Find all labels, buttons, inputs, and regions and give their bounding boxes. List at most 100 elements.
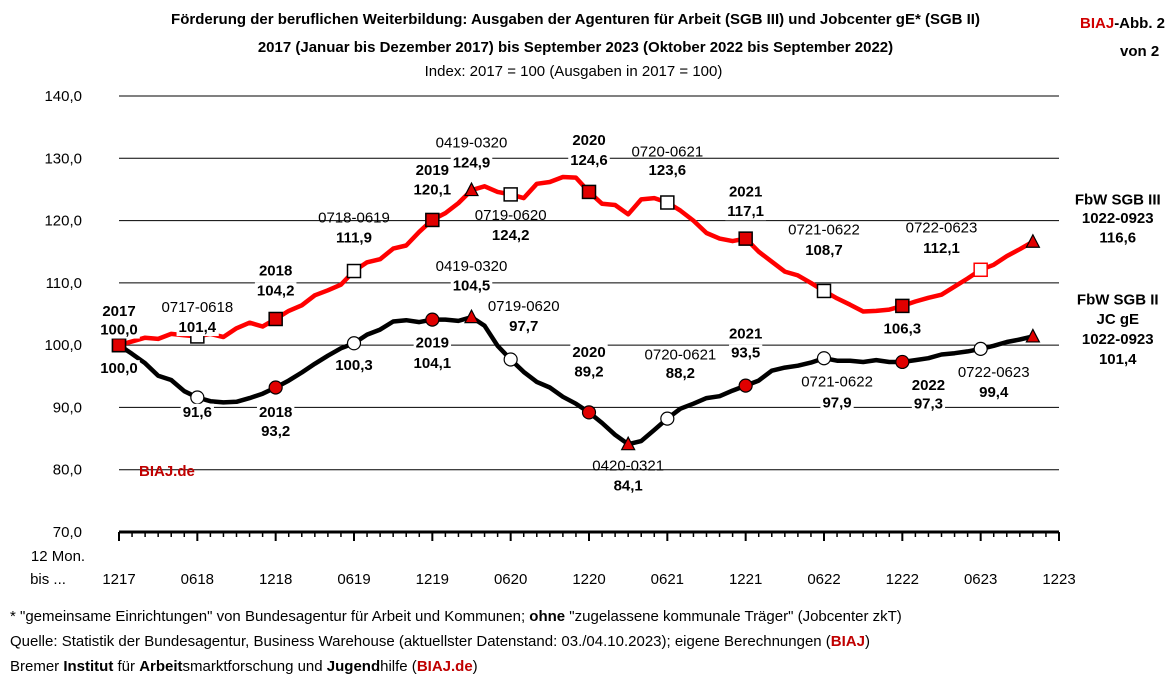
footnote-text-c: "zugelassene kommunale Träger" (Jobcente… xyxy=(565,608,902,625)
data-label-bg xyxy=(570,343,608,361)
data-label: 106,3 xyxy=(884,320,922,337)
y-tick-label: 100,0 xyxy=(44,337,82,354)
data-label: 2019 xyxy=(416,335,449,352)
data-label-bg xyxy=(334,229,374,247)
data-label-bg xyxy=(98,360,140,378)
data-label: 108,7 xyxy=(805,242,843,259)
data-label-bg xyxy=(803,241,845,259)
data-label-bg xyxy=(450,277,493,295)
data-label-bg xyxy=(1096,350,1140,368)
data-label-bg xyxy=(507,317,541,335)
source-text-a: Quelle: Statistik der Bundesagentur, Bus… xyxy=(10,633,831,650)
data-label: 2022 xyxy=(912,377,945,394)
marker-triangle xyxy=(1025,233,1041,248)
data-label-bg xyxy=(725,203,767,221)
marker-square xyxy=(895,298,910,314)
data-label: FbW SGB III xyxy=(1075,191,1161,208)
data-label-bg xyxy=(909,376,948,394)
marker-triangle xyxy=(464,181,479,197)
marker-square xyxy=(660,195,675,210)
data-label: 116,6 xyxy=(1099,229,1136,246)
data-label-bg xyxy=(572,363,606,381)
data-label: 123,6 xyxy=(649,162,687,179)
data-label: 0720-0621 xyxy=(631,143,703,160)
badge-page: von 2 xyxy=(1120,43,1160,60)
data-label: 100,0 xyxy=(100,360,138,377)
data-label-bg xyxy=(921,239,962,257)
chart-title-line1: Förderung der beruflichen Weiterbildung:… xyxy=(171,11,980,28)
data-label: 2020 xyxy=(572,132,605,149)
data-label: 97,7 xyxy=(509,318,538,335)
x-tick-label: 0623 xyxy=(964,571,997,588)
data-label: 100,3 xyxy=(335,357,373,374)
watermark: BIAJ.de xyxy=(139,463,195,480)
marker-circle xyxy=(660,411,675,426)
marker-circle xyxy=(816,351,832,366)
data-label: 0717-0618 xyxy=(161,299,233,316)
data-label: 124,2 xyxy=(492,227,530,244)
x-tick-label: 0622 xyxy=(807,571,840,588)
data-label-bg xyxy=(413,162,452,180)
data-label: 0419-0320 xyxy=(436,135,508,152)
data-label-bg xyxy=(568,152,610,170)
marker-triangle xyxy=(464,308,479,324)
data-label: 104,1 xyxy=(414,355,452,372)
inst-d: Arbeit xyxy=(139,658,183,675)
x-tick-label: 1223 xyxy=(1042,571,1075,588)
data-label-bg xyxy=(413,334,452,352)
data-label-bg xyxy=(1074,291,1161,309)
data-label: 0420-0321 xyxy=(592,457,664,474)
data-label-bg xyxy=(489,226,532,244)
data-label: 0722-0623 xyxy=(958,364,1030,381)
y-tick-label: 90,0 xyxy=(53,399,82,416)
data-label-bg xyxy=(180,403,214,421)
y-tick-label: 140,0 xyxy=(44,88,82,105)
marker-circle xyxy=(973,341,988,356)
x-tick-label: 0619 xyxy=(337,571,370,588)
data-label-bg xyxy=(450,154,493,172)
data-label: 2018 xyxy=(259,262,292,279)
data-label: 124,9 xyxy=(453,155,491,172)
y-tick-label: 110,0 xyxy=(46,275,82,292)
data-label: 2020 xyxy=(572,344,605,361)
data-label-bg xyxy=(1094,310,1142,328)
data-label: 2018 xyxy=(259,404,292,421)
data-label: 2019 xyxy=(416,162,449,179)
data-label: 0719-0620 xyxy=(475,207,547,224)
marker-square xyxy=(738,231,753,246)
marker-circle xyxy=(346,336,362,351)
inst-biaj-link[interactable]: BIAJ.de xyxy=(416,658,473,675)
data-label-bg xyxy=(256,403,295,421)
data-label-bg xyxy=(176,319,219,337)
data-label: JC gE xyxy=(1096,311,1139,328)
data-label: 88,2 xyxy=(666,365,695,382)
inst-g: hilfe ( xyxy=(380,658,417,675)
source-text-c: ) xyxy=(864,633,870,650)
data-label: 0721-0622 xyxy=(788,221,860,238)
data-label: 2021 xyxy=(729,325,762,342)
data-label: 97,3 xyxy=(914,396,943,413)
marker-circle xyxy=(503,352,518,367)
source-biaj: BIAJ xyxy=(830,633,865,650)
marker-triangle xyxy=(1025,328,1041,343)
marker-square xyxy=(581,184,597,200)
marker-circle xyxy=(738,378,753,393)
chart-title-line2: 2017 (Januar bis Dezember 2017) bis Sept… xyxy=(257,39,894,56)
data-label-bg xyxy=(726,325,765,343)
data-label: 1022-0923 xyxy=(1082,331,1154,348)
marker-circle xyxy=(268,380,283,395)
data-label: 91,6 xyxy=(183,404,212,421)
marker-circle xyxy=(425,312,440,327)
data-label: 99,4 xyxy=(979,384,1009,401)
data-label: 101,4 xyxy=(1099,351,1137,368)
data-label-bg xyxy=(911,395,946,413)
inst-a: Bremer xyxy=(10,658,64,675)
data-label: 2021 xyxy=(729,183,762,200)
data-label: 100,0 xyxy=(100,322,138,339)
data-label: FbW SGB II xyxy=(1077,292,1159,309)
data-label-bg xyxy=(611,477,645,495)
marker-circle xyxy=(895,354,910,370)
data-label-bg xyxy=(663,365,697,383)
marker-triangle xyxy=(620,435,636,451)
data-label-bg xyxy=(881,320,924,338)
